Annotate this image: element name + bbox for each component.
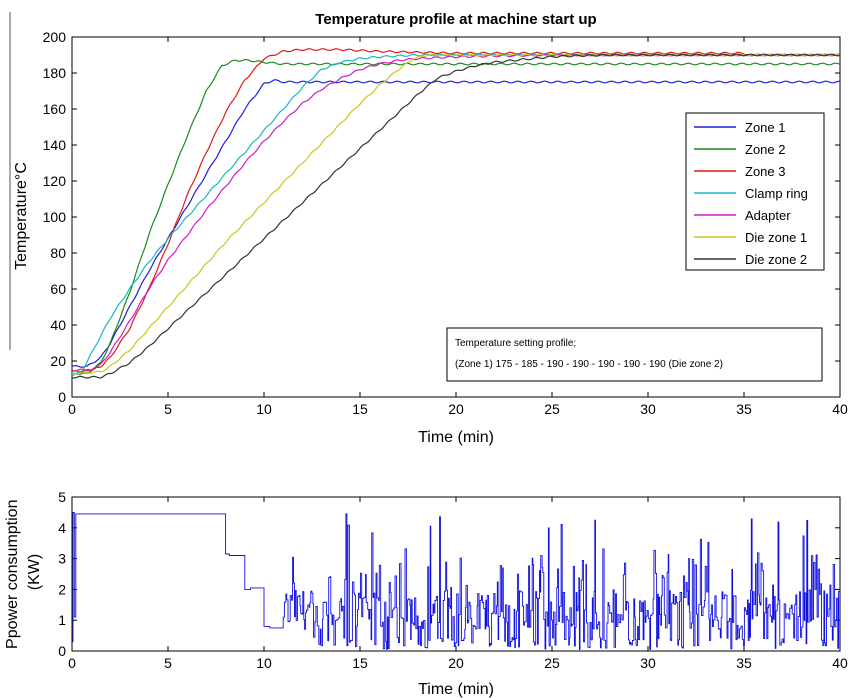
- legend-box: [685, 112, 825, 271]
- temperature-x-tick-label: 20: [448, 401, 464, 417]
- legend-label: Clamp ring: [745, 186, 808, 201]
- y-axis-label: Temperature°C: [13, 162, 30, 270]
- temperature-y-tick-label: 180: [43, 65, 67, 81]
- annotation-line-1: Temperature setting profile;: [455, 338, 576, 349]
- series-line-zone-2: [71, 58, 841, 375]
- chart-title: Temperature profile at machine start up: [315, 11, 596, 28]
- power-x-tick-label: 30: [640, 655, 656, 671]
- power-y-label-line-2: (KW): [26, 554, 43, 590]
- temperature-x-tick-label: 35: [736, 401, 752, 417]
- temperature-x-tick-label: 40: [832, 401, 848, 417]
- power-x-tick-label: 35: [736, 655, 752, 671]
- temperature-y-tick-label: 140: [43, 137, 67, 153]
- temperature-y-tick-label: 120: [43, 173, 67, 189]
- power-x-axis-label: Time (min): [418, 681, 494, 698]
- legend-label: Zone 1: [745, 120, 785, 135]
- temperature-x-tick-label: 15: [352, 401, 368, 417]
- power-y-tick-label: 0: [58, 643, 66, 659]
- temperature-y-tick-label: 200: [43, 29, 67, 45]
- legend-label: Zone 3: [745, 164, 785, 179]
- power-series-line: [72, 511, 840, 650]
- annotation-line-2: (Zone 1) 175 - 185 - 190 - 190 - 190 - 1…: [455, 359, 723, 370]
- series-line-adapter: [71, 53, 841, 373]
- power-x-tick-label: 40: [832, 655, 848, 671]
- temperature-x-tick-label: 10: [256, 401, 272, 417]
- power-axes-frame: [71, 496, 841, 652]
- legend-label: Zone 2: [745, 142, 785, 157]
- temperature-plot-area: 0 5 10 15 20 25 30 35 40 0 20 40 60 80 100 120 140 160 180…: [43, 29, 848, 417]
- legend-label: Die zone 1: [745, 230, 807, 245]
- power-x-tick-label: 20: [448, 655, 464, 671]
- power-x-tick-label: 25: [544, 655, 560, 671]
- power-y-tick-label: 2: [58, 581, 66, 597]
- temperature-x-tick-label: 5: [164, 401, 172, 417]
- temperature-y-tick-label: 60: [50, 281, 66, 297]
- series-line-zone-1: [71, 79, 840, 368]
- temperature-y-tick-label: 0: [58, 389, 66, 405]
- power-y-axis-label: Ppower consumption (KW): [4, 495, 43, 649]
- power-y-tick-label: 5: [58, 489, 66, 505]
- power-plot-area: 0 5 10 15 20 25 30 35 40 0 1 2 3 4 5: [58, 489, 848, 671]
- temperature-y-tick-label: 20: [50, 353, 66, 369]
- power-y-label-line-1: Ppower consumption: [4, 500, 21, 649]
- power-x-tick-label: 0: [68, 655, 76, 671]
- legend-label: Adapter: [745, 208, 791, 223]
- legend: Zone 1 Zone 2 Zone 3 Clamp ring Adapter Die z…: [685, 112, 825, 271]
- temperature-y-tick-label: 80: [50, 245, 66, 261]
- temperature-y-tick-label: 40: [50, 317, 66, 333]
- series-line-die-zone-2: [71, 53, 841, 379]
- power-chart: 0 5 10 15 20 25 30 35 40 0 1 2 3 4 5 Time (min) Ppower…: [4, 489, 848, 698]
- annotation-box: [446, 327, 823, 382]
- temperature-y-tick-label: 100: [43, 209, 67, 225]
- x-axis-label: Time (min): [418, 429, 494, 446]
- power-x-tick-label: 5: [164, 655, 172, 671]
- annotation: Temperature setting profile; (Zone 1) 17…: [446, 327, 823, 382]
- legend-label: Die zone 2: [745, 252, 807, 267]
- series-line-zone-3: [71, 48, 745, 372]
- power-y-tick-label: 1: [58, 612, 66, 628]
- temperature-y-tick-label: 160: [43, 101, 67, 117]
- power-y-tick-label: 3: [58, 551, 66, 567]
- temperature-chart: Temperature profile at machine start up …: [9, 11, 848, 446]
- power-x-tick-label: 15: [352, 655, 368, 671]
- temperature-x-tick-label: 30: [640, 401, 656, 417]
- power-x-tick-label: 10: [256, 655, 272, 671]
- temperature-x-tick-label: 25: [544, 401, 560, 417]
- temperature-x-tick-label: 0: [68, 401, 76, 417]
- power-y-tick-label: 4: [58, 520, 66, 536]
